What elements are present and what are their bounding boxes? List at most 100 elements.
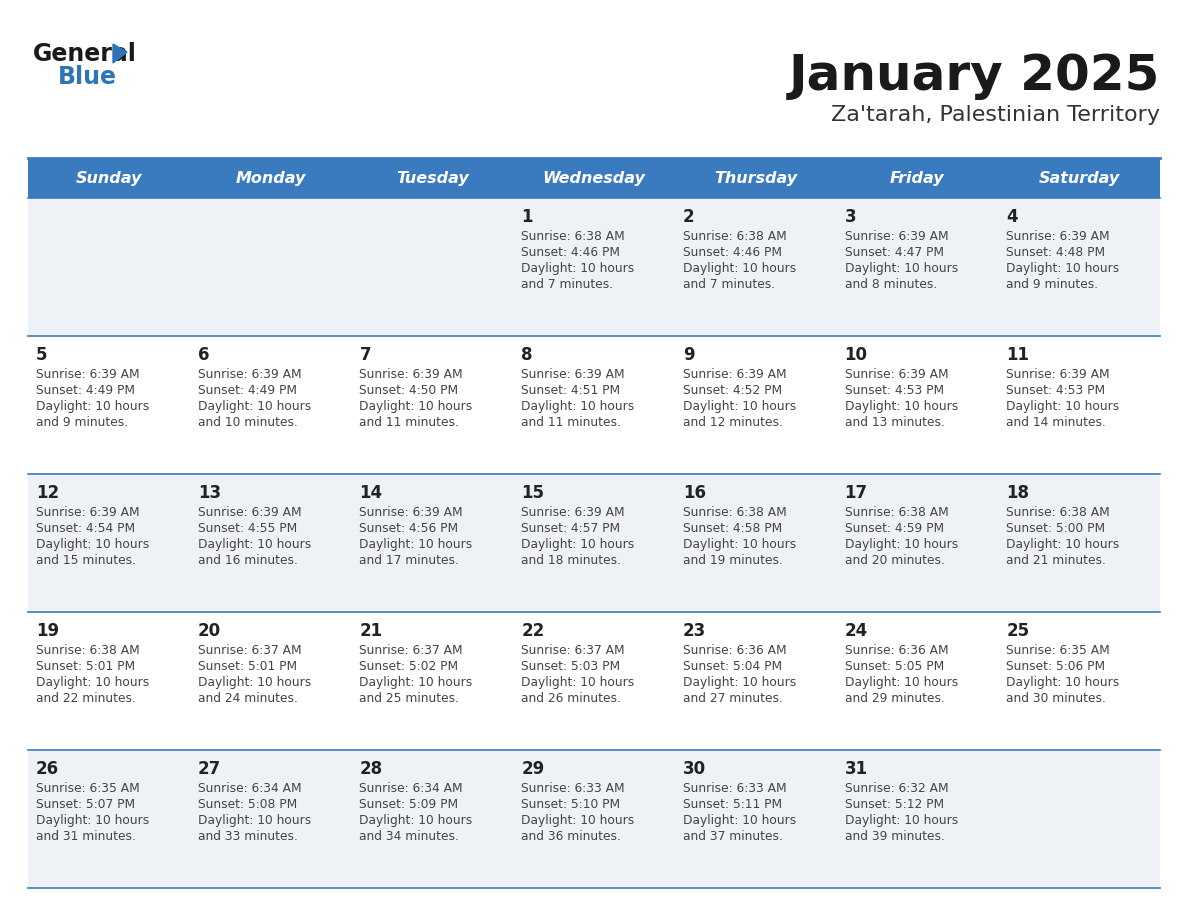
Text: and 21 minutes.: and 21 minutes. [1006, 554, 1106, 567]
Bar [513, 158, 675, 198]
Bar [29, 750, 1159, 888]
Text: Sunrise: 6:39 AM: Sunrise: 6:39 AM [522, 368, 625, 381]
Text: Thursday: Thursday [714, 171, 797, 185]
Text: 1: 1 [522, 208, 532, 226]
Text: Daylight: 10 hours: Daylight: 10 hours [522, 676, 634, 689]
Text: Sunrise: 6:38 AM: Sunrise: 6:38 AM [845, 506, 948, 519]
Polygon shape [113, 44, 127, 63]
Text: and 39 minutes.: and 39 minutes. [845, 830, 944, 843]
Text: Sunset: 4:58 PM: Sunset: 4:58 PM [683, 522, 782, 535]
Text: Sunrise: 6:38 AM: Sunrise: 6:38 AM [1006, 506, 1110, 519]
Text: and 8 minutes.: and 8 minutes. [845, 278, 937, 291]
Text: and 9 minutes.: and 9 minutes. [1006, 278, 1099, 291]
Text: 6: 6 [197, 346, 209, 364]
Text: and 27 minutes.: and 27 minutes. [683, 692, 783, 705]
Text: Sunrise: 6:39 AM: Sunrise: 6:39 AM [36, 368, 140, 381]
Text: Daylight: 10 hours: Daylight: 10 hours [36, 676, 150, 689]
Text: Daylight: 10 hours: Daylight: 10 hours [197, 676, 311, 689]
Text: Sunrise: 6:37 AM: Sunrise: 6:37 AM [360, 644, 463, 657]
Text: Daylight: 10 hours: Daylight: 10 hours [522, 538, 634, 551]
Text: and 37 minutes.: and 37 minutes. [683, 830, 783, 843]
Text: and 20 minutes.: and 20 minutes. [845, 554, 944, 567]
Text: Sunrise: 6:39 AM: Sunrise: 6:39 AM [845, 230, 948, 243]
Text: and 11 minutes.: and 11 minutes. [522, 416, 621, 429]
Text: Daylight: 10 hours: Daylight: 10 hours [845, 814, 958, 827]
Text: Sunrise: 6:39 AM: Sunrise: 6:39 AM [845, 368, 948, 381]
Text: 30: 30 [683, 760, 706, 778]
Text: 29: 29 [522, 760, 544, 778]
Text: 20: 20 [197, 622, 221, 640]
Text: Sunrise: 6:34 AM: Sunrise: 6:34 AM [197, 782, 302, 795]
Text: and 19 minutes.: and 19 minutes. [683, 554, 783, 567]
Text: Daylight: 10 hours: Daylight: 10 hours [683, 814, 796, 827]
Bar [352, 158, 513, 198]
Text: Sunset: 4:47 PM: Sunset: 4:47 PM [845, 246, 943, 259]
Text: 23: 23 [683, 622, 706, 640]
Text: Daylight: 10 hours: Daylight: 10 hours [1006, 262, 1119, 275]
Text: 4: 4 [1006, 208, 1018, 226]
Text: Sunset: 4:46 PM: Sunset: 4:46 PM [683, 246, 782, 259]
Text: Sunset: 4:49 PM: Sunset: 4:49 PM [197, 384, 297, 397]
Text: and 7 minutes.: and 7 minutes. [683, 278, 775, 291]
Text: Sunrise: 6:39 AM: Sunrise: 6:39 AM [360, 506, 463, 519]
Text: and 15 minutes.: and 15 minutes. [36, 554, 135, 567]
Text: Daylight: 10 hours: Daylight: 10 hours [360, 814, 473, 827]
Text: and 30 minutes.: and 30 minutes. [1006, 692, 1106, 705]
Text: and 13 minutes.: and 13 minutes. [845, 416, 944, 429]
Text: and 10 minutes.: and 10 minutes. [197, 416, 297, 429]
Text: Sunrise: 6:35 AM: Sunrise: 6:35 AM [1006, 644, 1110, 657]
Text: Sunset: 5:01 PM: Sunset: 5:01 PM [36, 660, 135, 673]
Text: 9: 9 [683, 346, 695, 364]
Text: Daylight: 10 hours: Daylight: 10 hours [360, 400, 473, 413]
Text: Sunrise: 6:37 AM: Sunrise: 6:37 AM [522, 644, 625, 657]
Text: Sunset: 4:54 PM: Sunset: 4:54 PM [36, 522, 135, 535]
Text: Sunrise: 6:32 AM: Sunrise: 6:32 AM [845, 782, 948, 795]
Text: January 2025: January 2025 [789, 52, 1159, 100]
Text: 10: 10 [845, 346, 867, 364]
Text: Sunrise: 6:34 AM: Sunrise: 6:34 AM [360, 782, 463, 795]
Text: Blue: Blue [58, 65, 116, 89]
Text: Sunrise: 6:38 AM: Sunrise: 6:38 AM [683, 506, 786, 519]
Text: Sunset: 5:10 PM: Sunset: 5:10 PM [522, 798, 620, 811]
Text: Daylight: 10 hours: Daylight: 10 hours [36, 400, 150, 413]
Text: Sunset: 5:05 PM: Sunset: 5:05 PM [845, 660, 943, 673]
Text: Daylight: 10 hours: Daylight: 10 hours [683, 262, 796, 275]
Text: Sunset: 4:51 PM: Sunset: 4:51 PM [522, 384, 620, 397]
Text: Friday: Friday [890, 171, 944, 185]
Text: Sunset: 5:08 PM: Sunset: 5:08 PM [197, 798, 297, 811]
Text: 12: 12 [36, 484, 59, 502]
Text: Sunrise: 6:36 AM: Sunrise: 6:36 AM [845, 644, 948, 657]
Text: and 31 minutes.: and 31 minutes. [36, 830, 135, 843]
Text: 11: 11 [1006, 346, 1029, 364]
Text: Sunrise: 6:33 AM: Sunrise: 6:33 AM [522, 782, 625, 795]
Text: Sunrise: 6:39 AM: Sunrise: 6:39 AM [1006, 230, 1110, 243]
Text: Daylight: 10 hours: Daylight: 10 hours [360, 538, 473, 551]
Text: Sunrise: 6:38 AM: Sunrise: 6:38 AM [522, 230, 625, 243]
Text: and 14 minutes.: and 14 minutes. [1006, 416, 1106, 429]
Text: Sunset: 5:11 PM: Sunset: 5:11 PM [683, 798, 782, 811]
Text: Tuesday: Tuesday [396, 171, 468, 185]
Text: Daylight: 10 hours: Daylight: 10 hours [683, 676, 796, 689]
Text: Sunrise: 6:39 AM: Sunrise: 6:39 AM [197, 506, 302, 519]
Text: 14: 14 [360, 484, 383, 502]
Text: Sunset: 5:06 PM: Sunset: 5:06 PM [1006, 660, 1105, 673]
Text: Sunday: Sunday [76, 171, 143, 185]
Text: Daylight: 10 hours: Daylight: 10 hours [1006, 400, 1119, 413]
Text: 19: 19 [36, 622, 59, 640]
Text: Sunset: 4:52 PM: Sunset: 4:52 PM [683, 384, 782, 397]
Text: 18: 18 [1006, 484, 1029, 502]
Text: Daylight: 10 hours: Daylight: 10 hours [36, 538, 150, 551]
Text: 21: 21 [360, 622, 383, 640]
Text: Daylight: 10 hours: Daylight: 10 hours [197, 814, 311, 827]
Text: 22: 22 [522, 622, 544, 640]
Text: Sunset: 5:07 PM: Sunset: 5:07 PM [36, 798, 135, 811]
Text: Za'tarah, Palestinian Territory: Za'tarah, Palestinian Territory [830, 105, 1159, 125]
Text: 15: 15 [522, 484, 544, 502]
Text: Daylight: 10 hours: Daylight: 10 hours [1006, 676, 1119, 689]
Text: Sunrise: 6:39 AM: Sunrise: 6:39 AM [197, 368, 302, 381]
Text: Daylight: 10 hours: Daylight: 10 hours [36, 814, 150, 827]
Text: 24: 24 [845, 622, 867, 640]
Text: Sunrise: 6:39 AM: Sunrise: 6:39 AM [522, 506, 625, 519]
Text: Daylight: 10 hours: Daylight: 10 hours [845, 262, 958, 275]
Text: and 16 minutes.: and 16 minutes. [197, 554, 297, 567]
